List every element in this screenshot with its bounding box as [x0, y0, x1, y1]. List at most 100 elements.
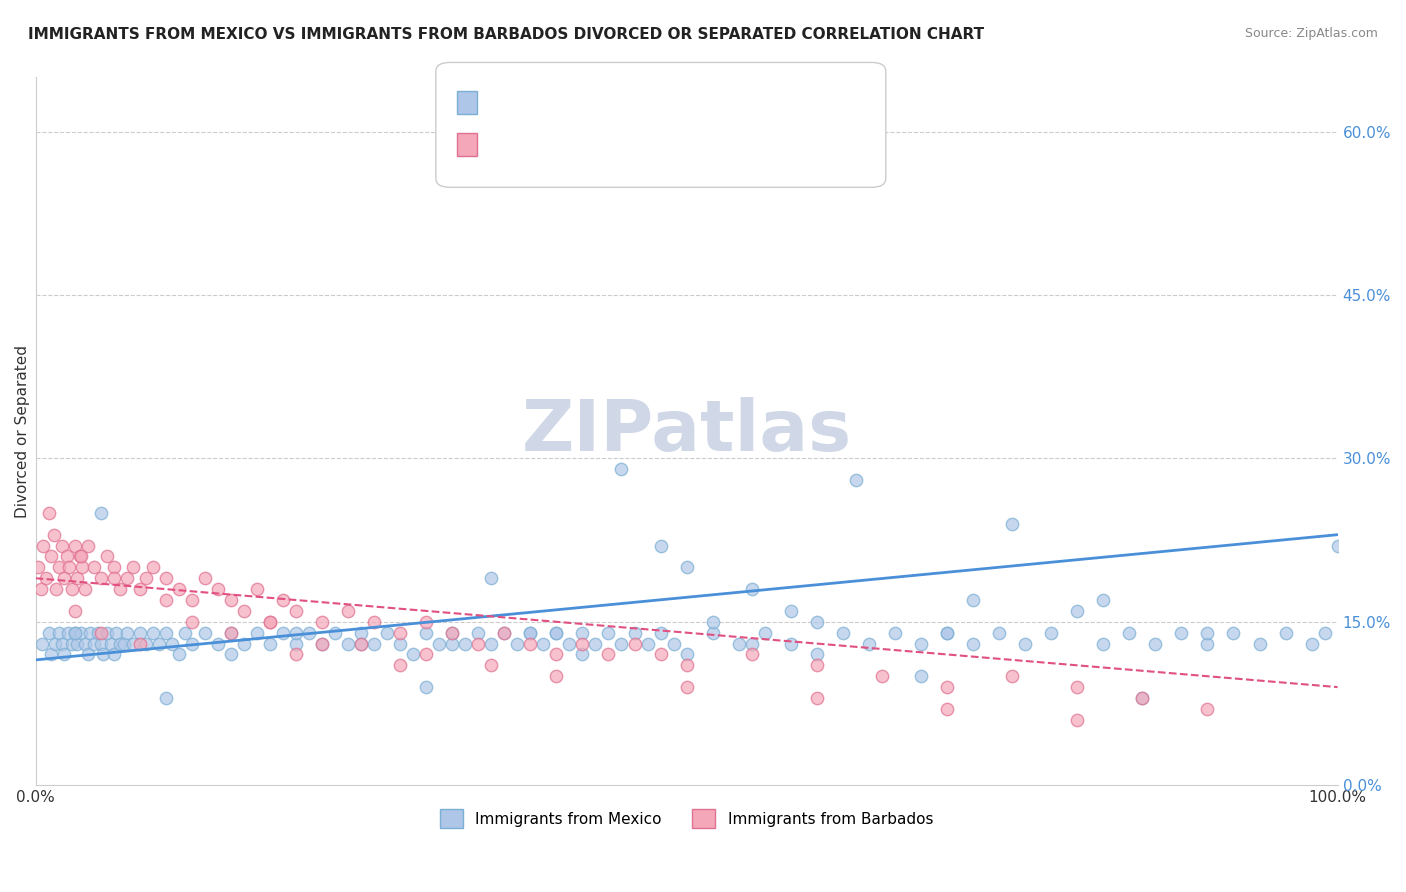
- Point: [83, 636, 105, 650]
- Point: [122, 560, 145, 574]
- Text: N =: N =: [612, 137, 641, 152]
- Point: [546, 648, 568, 662]
- Point: [467, 625, 489, 640]
- Point: [108, 636, 131, 650]
- Point: [66, 571, 89, 585]
- Point: [531, 636, 554, 650]
- Point: [60, 582, 83, 596]
- Point: [48, 625, 70, 640]
- Point: [148, 636, 170, 650]
- Point: [454, 636, 477, 650]
- Point: [1301, 636, 1323, 650]
- Point: [112, 636, 135, 650]
- Point: [546, 625, 568, 640]
- Point: [35, 571, 58, 585]
- Point: [162, 636, 184, 650]
- Point: [194, 625, 217, 640]
- Point: [70, 549, 93, 564]
- Point: [42, 527, 65, 541]
- Point: [194, 571, 217, 585]
- Point: [479, 636, 502, 650]
- Point: [350, 625, 373, 640]
- Point: [90, 571, 112, 585]
- Point: [180, 636, 202, 650]
- Point: [38, 625, 60, 640]
- Point: [637, 636, 659, 650]
- Point: [155, 691, 177, 706]
- Point: [311, 615, 333, 629]
- Text: N =: N =: [612, 95, 641, 110]
- Point: [546, 625, 568, 640]
- Point: [83, 560, 105, 574]
- Point: [962, 593, 984, 607]
- Text: R =: R =: [485, 137, 513, 152]
- Point: [598, 625, 620, 640]
- Text: 0.304: 0.304: [541, 95, 589, 110]
- Point: [1249, 636, 1271, 650]
- Point: [31, 636, 53, 650]
- Point: [741, 648, 763, 662]
- Point: [271, 625, 294, 640]
- Point: [546, 669, 568, 683]
- Point: [219, 593, 242, 607]
- Point: [219, 648, 242, 662]
- Point: [108, 582, 131, 596]
- Point: [79, 625, 101, 640]
- Point: [219, 625, 242, 640]
- Point: [741, 582, 763, 596]
- Point: [91, 648, 114, 662]
- Point: [675, 658, 697, 673]
- Point: [519, 625, 541, 640]
- Point: [350, 636, 373, 650]
- Point: [271, 593, 294, 607]
- Point: [60, 636, 83, 650]
- Point: [90, 506, 112, 520]
- Point: [39, 648, 62, 662]
- Point: [806, 648, 828, 662]
- Point: [285, 604, 308, 618]
- Point: [650, 539, 672, 553]
- Point: [831, 625, 853, 640]
- Point: [87, 625, 110, 640]
- Point: [53, 648, 76, 662]
- Legend: Immigrants from Mexico, Immigrants from Barbados: Immigrants from Mexico, Immigrants from …: [434, 803, 939, 834]
- Point: [467, 636, 489, 650]
- Point: [51, 636, 73, 650]
- Point: [1222, 625, 1244, 640]
- Point: [32, 539, 55, 553]
- Point: [1130, 691, 1153, 706]
- Point: [73, 582, 96, 596]
- Point: [585, 636, 607, 650]
- Point: [30, 582, 52, 596]
- Point: [103, 648, 125, 662]
- Point: [63, 625, 86, 640]
- Point: [936, 680, 959, 694]
- Point: [1001, 516, 1024, 531]
- Point: [389, 658, 412, 673]
- Point: [702, 625, 724, 640]
- Point: [506, 636, 529, 650]
- Point: [1144, 636, 1167, 650]
- Point: [128, 636, 150, 650]
- Point: [727, 636, 749, 650]
- Point: [571, 625, 593, 640]
- Point: [1313, 625, 1336, 640]
- Point: [232, 604, 254, 618]
- Point: [558, 636, 581, 650]
- Point: [1170, 625, 1192, 640]
- Point: [779, 604, 801, 618]
- Point: [1066, 713, 1088, 727]
- Point: [962, 636, 984, 650]
- Point: [1118, 625, 1140, 640]
- Point: [155, 625, 177, 640]
- Point: [142, 560, 165, 574]
- Point: [363, 636, 385, 650]
- Point: [519, 636, 541, 650]
- Point: [38, 506, 60, 520]
- Point: [779, 636, 801, 650]
- Point: [675, 648, 697, 662]
- Point: [910, 669, 932, 683]
- Point: [910, 636, 932, 650]
- Point: [741, 636, 763, 650]
- Point: [39, 549, 62, 564]
